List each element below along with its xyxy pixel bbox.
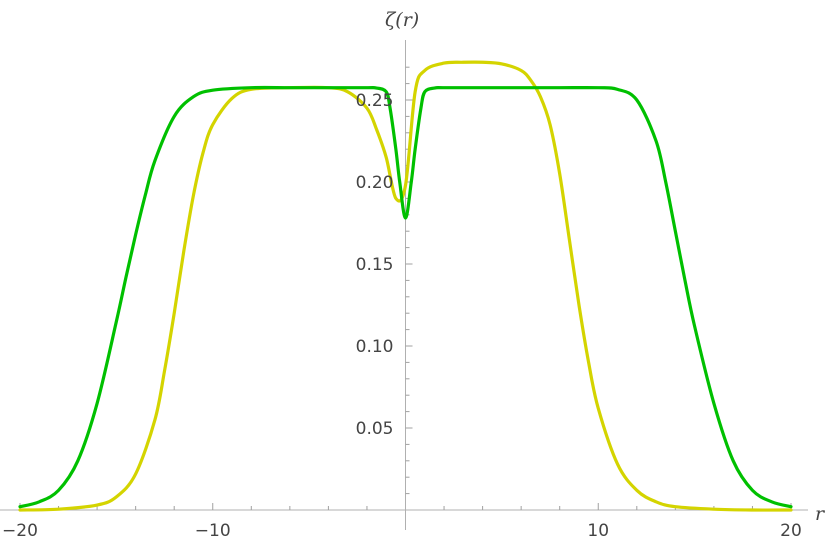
x-tick-label: 20 — [780, 521, 802, 541]
x-axis-label: r — [815, 503, 826, 525]
x-tick-label: 10 — [587, 521, 609, 541]
y-tick-label: 0.10 — [356, 337, 394, 357]
x-tick-label: −20 — [2, 521, 38, 541]
axes — [0, 40, 808, 530]
x-tick-label: −10 — [195, 521, 231, 541]
y-tick-label: 0.20 — [356, 173, 394, 193]
y-tick-label: 0.05 — [356, 419, 394, 439]
series-line-1 — [18, 85, 793, 509]
series-line-2 — [18, 60, 793, 512]
ticks — [19, 66, 792, 510]
y-axis-label: ζ(r) — [385, 9, 419, 31]
y-tick-label: 0.25 — [356, 91, 394, 111]
tick-labels: −20 −10 10 20 0.05 0.10 0.15 0.20 0.25 — [2, 91, 802, 541]
y-tick-label: 0.15 — [356, 255, 394, 275]
series-layer — [18, 60, 793, 512]
